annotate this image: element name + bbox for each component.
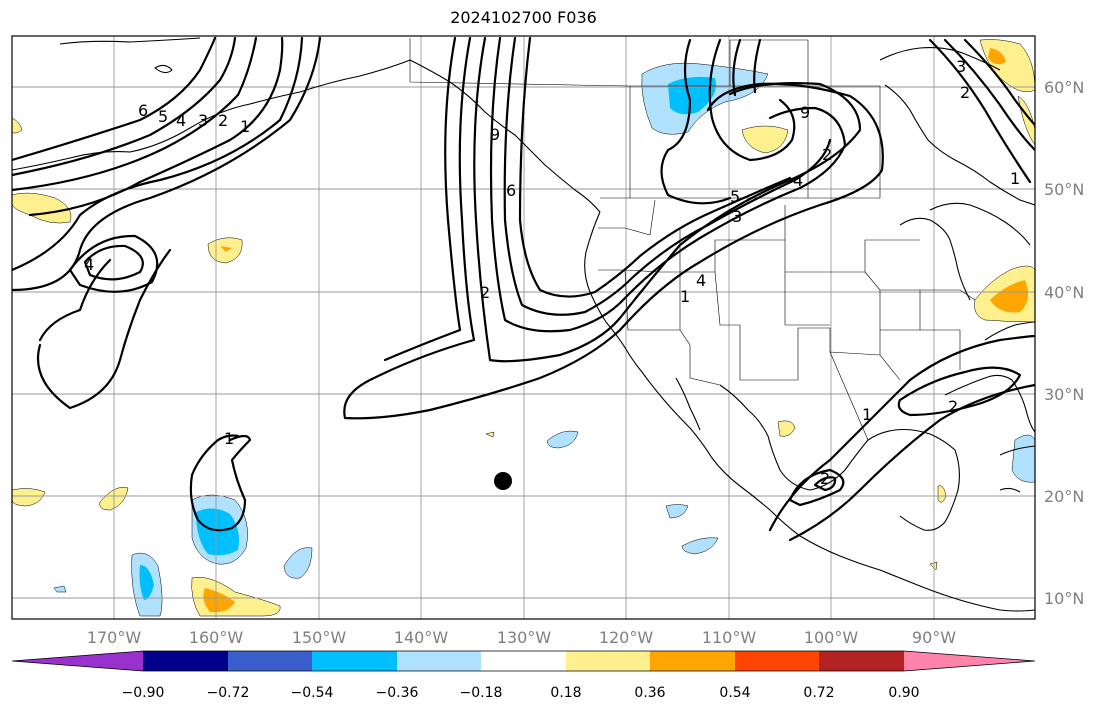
colorbar-bin <box>143 651 228 671</box>
contour-label: 1 <box>680 287 690 306</box>
contour-label: 4 <box>793 171 803 190</box>
colorbar-tick-label: 0.36 <box>634 685 665 701</box>
lon-label-120w: 120°W <box>599 628 654 647</box>
contour-label: 1 <box>224 429 234 448</box>
contour-label: 9 <box>490 125 500 144</box>
graticule <box>12 36 1035 619</box>
lat-label-20n: 20°N <box>1044 487 1084 506</box>
contour-labels: 6 5 4 3 2 1 4 2 9 6 5 4 3 1 9 2 1 2 2 1 … <box>84 57 1020 488</box>
colorbar-bin <box>735 651 819 671</box>
lat-label-50n: 50°N <box>1044 180 1084 199</box>
contour-label: 5 <box>730 187 740 206</box>
colorbar-bin <box>228 651 312 671</box>
lat-label-60n: 60°N <box>1044 78 1084 97</box>
contour-label: 3 <box>732 207 742 226</box>
colorbar: −0.90 −0.72 −0.54 −0.36 −0.18 0.18 0.36 … <box>11 650 1036 701</box>
contour-label: 2 <box>960 83 970 102</box>
contour-label: 6 <box>138 101 148 120</box>
contour-label: 6 <box>506 181 516 200</box>
contour-label: 2 <box>480 283 490 302</box>
coastlines <box>12 37 1035 612</box>
lon-label-100w: 100°W <box>804 628 859 647</box>
contour-label: 4 <box>176 111 186 130</box>
contour-label: 2 <box>822 145 832 164</box>
colorbar-tick-label: 0.54 <box>719 685 750 701</box>
lon-label-160w: 160°W <box>189 628 244 647</box>
colorbar-tick-label: 0.72 <box>803 685 834 701</box>
contour-label: 1 <box>862 405 872 424</box>
colorbar-bin <box>650 651 735 671</box>
contour-lines <box>12 36 1035 542</box>
colorbar-bin <box>566 651 650 671</box>
lat-label-10n: 10°N <box>1044 589 1084 608</box>
colorbar-bin <box>819 651 904 671</box>
lon-label-110w: 110°W <box>702 628 757 647</box>
colorbar-tick-label: −0.18 <box>460 685 503 701</box>
contour-label: 2 <box>820 469 830 488</box>
latitude-labels: 60°N 50°N 40°N 30°N 20°N 10°N <box>1044 78 1084 608</box>
colorbar-bin <box>397 651 481 671</box>
contour-label: 4 <box>696 271 706 290</box>
colorbar-tick-label: 0.18 <box>550 685 581 701</box>
contour-label: 1 <box>1010 169 1020 188</box>
map-frame <box>11 35 1036 620</box>
colorbar-tick-label: 0.90 <box>888 685 919 701</box>
contour-label: 9 <box>800 103 810 122</box>
map-title: 2024102700 F036 <box>450 8 597 27</box>
lat-label-40n: 40°N <box>1044 283 1084 302</box>
contour-label: 5 <box>158 107 168 126</box>
lon-label-130w: 130°W <box>497 628 552 647</box>
longitude-labels: 170°W 160°W 150°W 140°W 130°W 120°W 110°… <box>87 628 956 647</box>
contour-label: 3 <box>956 57 966 76</box>
colorbar-tick-label: −0.54 <box>291 685 334 701</box>
contour-label: 2 <box>218 111 228 130</box>
contour-label: 2 <box>948 397 958 416</box>
colorbar-bin <box>312 651 397 671</box>
lon-label-90w: 90°W <box>912 628 956 647</box>
lon-label-150w: 150°W <box>292 628 347 647</box>
contour-label: 1 <box>240 117 250 136</box>
colorbar-extend-high <box>904 651 1035 671</box>
lon-label-140w: 140°W <box>394 628 449 647</box>
contour-label: 3 <box>198 111 208 130</box>
lat-label-30n: 30°N <box>1044 385 1084 404</box>
colorbar-tick-label: −0.36 <box>376 685 419 701</box>
location-marker-dot <box>494 472 512 490</box>
lon-label-170w: 170°W <box>87 628 142 647</box>
colorbar-bin <box>481 651 566 671</box>
contour-label: 4 <box>84 255 94 274</box>
colorbar-extend-low <box>12 651 143 671</box>
colorbar-tick-label: −0.90 <box>122 685 165 701</box>
colorbar-tick-label: −0.72 <box>207 685 250 701</box>
